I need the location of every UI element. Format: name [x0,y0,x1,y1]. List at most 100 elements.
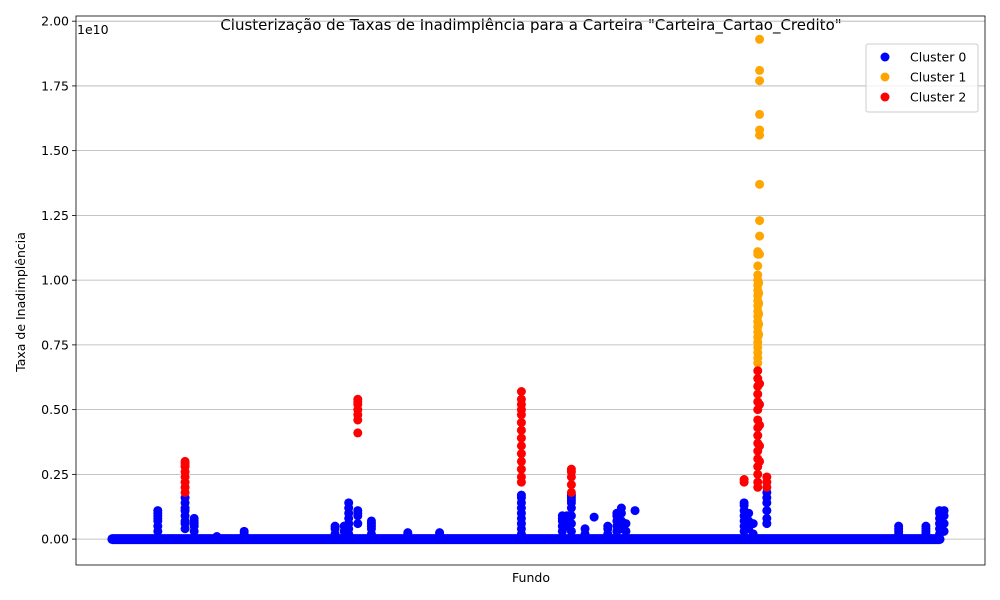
data-point [516,472,526,482]
data-point [353,428,363,438]
data-point [755,399,765,409]
data-point [754,319,764,329]
data-point [755,441,765,451]
legend-marker [880,92,890,102]
data-point [755,34,765,44]
chart-title: Clusterização de Taxas de Inadimplência … [220,16,841,35]
data-point [189,513,199,523]
data-point [739,498,749,508]
legend: Cluster 0 Cluster 1 Cluster 2 [865,43,979,113]
data-point [566,464,576,474]
data-point [753,270,763,280]
legend-marker [880,72,890,82]
y-offset-text: 1e10 [77,22,109,37]
data-point [754,298,764,308]
data-point [755,76,765,86]
data-point [603,521,613,531]
data-point [353,519,363,529]
y-tick-label: 0.50 [41,402,69,417]
plot-area-frame [75,15,986,566]
data-point [939,506,949,516]
legend-label: Cluster 0 [910,50,966,65]
data-point [366,516,376,526]
data-point [755,379,765,389]
data-point [516,464,526,474]
data-point [566,511,576,521]
series-cluster-0 [153,487,949,542]
scatter-points [153,34,949,542]
data-point [754,330,764,340]
data-point [894,521,904,531]
y-tick-label: 0.75 [41,337,69,352]
data-point [755,65,765,75]
data-point [403,528,413,538]
data-point [353,506,363,516]
data-point [921,521,931,531]
data-point [516,425,526,435]
data-point [239,526,249,536]
series-cluster-2 [180,366,772,497]
y-tick-label: 1.50 [41,143,69,158]
data-point [435,528,445,538]
legend-label: Cluster 1 [910,70,966,85]
data-point [753,366,763,376]
data-point [739,475,749,485]
data-point [939,519,949,529]
data-point [566,480,576,490]
data-point [516,433,526,443]
y-tick-label: 1.75 [41,78,69,93]
legend-frame [865,43,979,113]
data-point [754,309,764,319]
data-point [330,521,340,531]
legend-label: Cluster 2 [910,90,966,105]
data-point [616,503,626,513]
data-point [516,456,526,466]
data-point [755,456,765,466]
data-point [153,506,163,516]
y-tick-label: 2.00 [41,14,69,29]
series-cluster-1 [753,34,765,368]
data-point [755,420,765,430]
x-axis-label: Fundo [512,570,550,585]
data-point [755,216,765,226]
data-point [755,109,765,119]
data-point [939,526,949,536]
data-point [516,490,526,500]
data-point [755,231,765,241]
data-point [589,512,599,522]
data-point [754,288,764,298]
data-point [580,524,590,534]
data-point [516,449,526,459]
data-point [755,125,765,135]
data-point [516,418,526,428]
data-point [753,469,763,479]
data-point [630,506,640,516]
data-point [516,394,526,404]
data-point [762,506,772,516]
data-point [621,519,631,529]
y-gridlines [76,20,985,540]
data-point [621,526,631,536]
data-point [744,508,754,518]
data-point [566,526,576,536]
data-point [344,498,354,508]
data-point [516,441,526,451]
data-point [753,389,763,399]
data-point [755,249,765,259]
data-point [753,477,763,487]
data-point [762,472,772,482]
data-point [754,278,764,288]
legend-marker [880,52,890,62]
data-point [566,487,576,497]
data-point [566,519,576,529]
data-point [748,519,758,529]
y-tick-label: 1.25 [41,208,69,223]
y-tick-label: 1.00 [41,273,69,288]
data-point [180,456,190,466]
data-point [353,394,363,404]
data-point [762,513,772,523]
y-tick-label: 0.00 [41,532,69,547]
data-point [755,179,765,189]
data-point [212,532,222,542]
